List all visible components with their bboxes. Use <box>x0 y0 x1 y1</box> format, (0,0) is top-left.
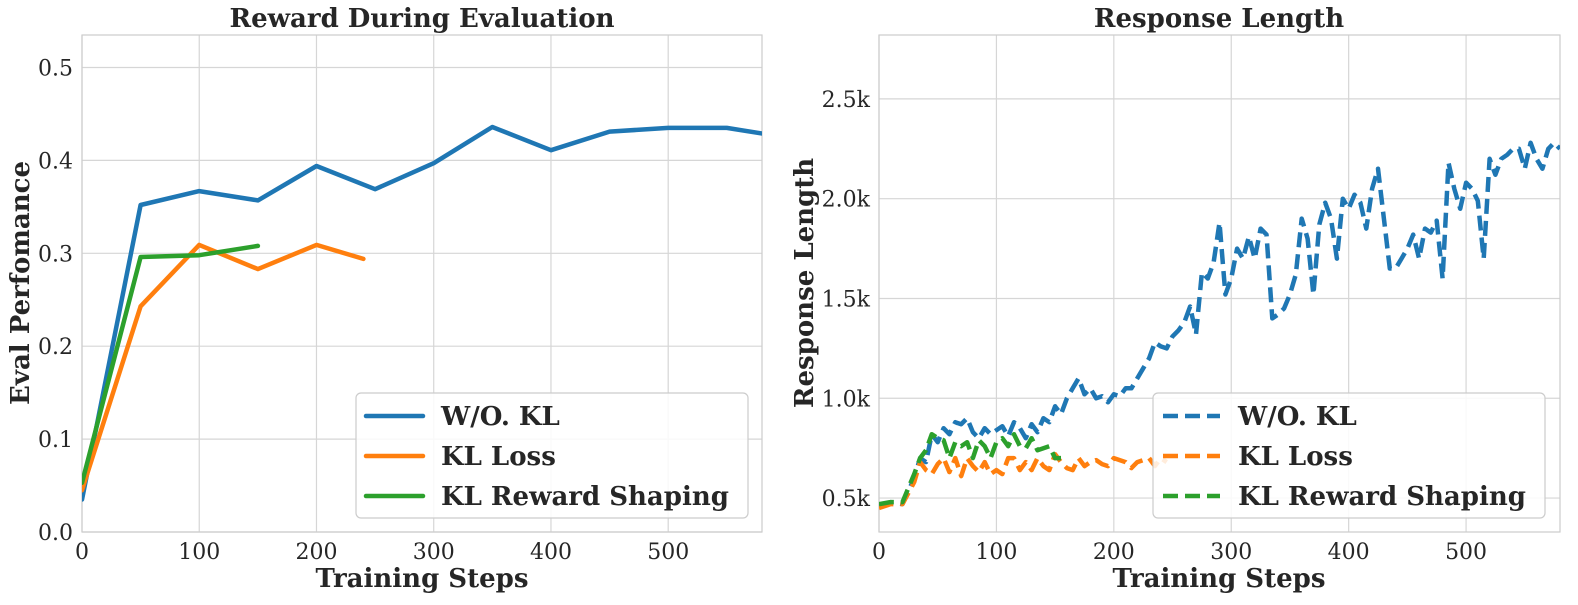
length-legend-label: W/O. KL <box>1237 402 1357 432</box>
reward-series-w-o-kl <box>82 124 762 502</box>
length-ytick-label: 1.5k <box>822 287 871 312</box>
length-series-kl-loss <box>879 451 1168 511</box>
reward-xtick-label: 500 <box>647 540 689 565</box>
length-frame <box>878 34 1561 533</box>
reward-panel: Reward During Evaluation Training Steps … <box>6 4 763 594</box>
reward-legend-box <box>355 392 749 519</box>
reward-title: Reward During Evaluation <box>230 4 615 34</box>
reward-legend: W/O. KL KL Loss KL Reward Shaping <box>355 392 749 519</box>
reward-series-kl-loss <box>82 242 366 493</box>
length-panel: Response Length Training Steps Response … <box>790 4 1561 594</box>
length-legend-label: KL Loss <box>1238 442 1353 472</box>
reward-xtick-label: 300 <box>413 540 455 565</box>
reward-xlabel: Training Steps <box>316 564 529 594</box>
reward-ytick-label: 0.3 <box>38 242 73 267</box>
reward-legend-label: KL Reward Shaping <box>441 482 729 512</box>
length-series-w-o-kl <box>879 140 1560 509</box>
length-series-kl-reward-shaping <box>879 431 1061 507</box>
length-xtick-label: 300 <box>1210 540 1252 565</box>
reward-xtick-label: 200 <box>295 540 337 565</box>
reward-frame <box>81 34 763 533</box>
reward-legend-label: KL Loss <box>441 442 556 472</box>
length-ytick-label: 0.5k <box>822 487 871 512</box>
length-title: Response Length <box>1094 4 1344 34</box>
length-legend: W/O. KL KL Loss KL Reward Shaping <box>1152 392 1546 519</box>
reward-ylabel: Eval Perfomance <box>6 161 36 405</box>
reward-legend-label: W/O. KL <box>440 402 560 432</box>
reward-xtick-label: 0 <box>75 540 89 565</box>
reward-ytick-label: 0.0 <box>38 521 73 546</box>
length-xlabel: Training Steps <box>1113 564 1326 594</box>
reward-ytick-label: 0.1 <box>38 428 73 453</box>
length-xtick-label: 100 <box>975 540 1017 565</box>
reward-xtick-label: 400 <box>530 540 572 565</box>
reward-ytick-label: 0.2 <box>38 335 73 360</box>
reward-ytick-label: 0.4 <box>38 149 73 174</box>
length-series-group <box>879 140 1560 511</box>
reward-ytick-label: 0.5 <box>38 57 73 82</box>
length-xtick-label: 0 <box>872 540 886 565</box>
length-xtick-label: 200 <box>1093 540 1135 565</box>
length-legend-box <box>1152 392 1546 519</box>
length-ylabel: Response Length <box>790 158 820 408</box>
length-ytick-label: 2.0k <box>822 188 871 213</box>
length-ytick-label: 1.0k <box>822 387 871 412</box>
reward-series-kl-reward-shaping <box>82 243 261 486</box>
reward-xtick-label: 100 <box>178 540 220 565</box>
reward-series-group <box>82 124 762 502</box>
length-ytick-label: 2.5k <box>822 88 871 113</box>
length-xtick-label: 400 <box>1328 540 1370 565</box>
length-xtick-label: 500 <box>1445 540 1487 565</box>
length-legend-label: KL Reward Shaping <box>1238 482 1526 512</box>
